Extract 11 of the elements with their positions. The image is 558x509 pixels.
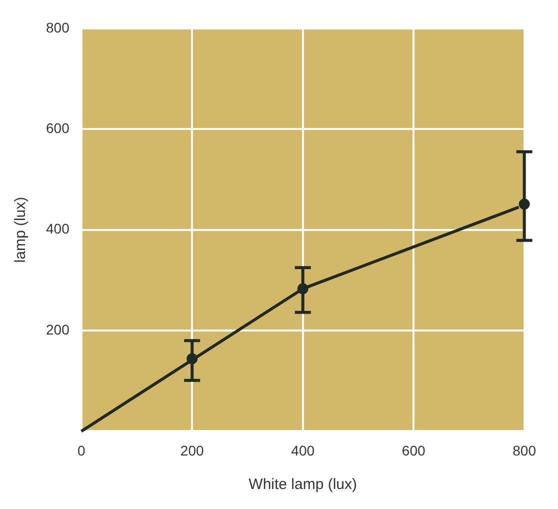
x-axis-title: White lamp (lux) <box>248 476 358 494</box>
x-tick-label: 800 <box>512 442 536 458</box>
x-tick-label: 600 <box>402 442 426 458</box>
y-tick-label: 600 <box>46 120 70 136</box>
x-tick-label: 200 <box>180 442 204 458</box>
y-tick-label: 800 <box>46 19 70 36</box>
y-tick-label: 200 <box>46 321 70 338</box>
x-tick-label: 400 <box>291 442 315 458</box>
x-tick-label: 0 <box>77 442 86 458</box>
y-axis-title: lamp (lux) <box>12 196 30 263</box>
y-tick-label: 400 <box>46 220 70 237</box>
